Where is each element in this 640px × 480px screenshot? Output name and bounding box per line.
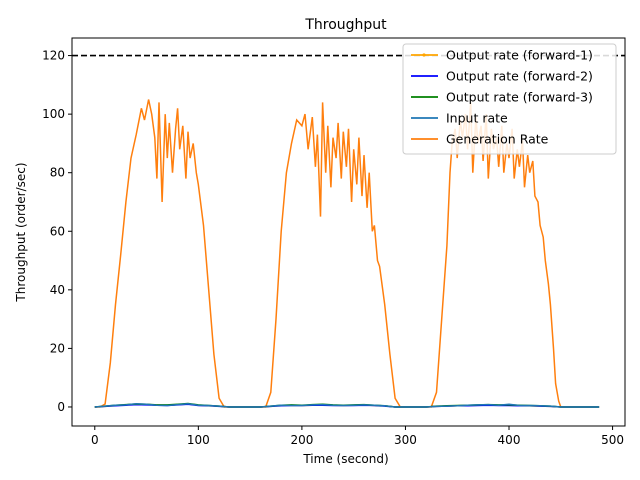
chart-title: Throughput (304, 17, 387, 33)
x-tick-label: 500 (601, 433, 624, 447)
x-tick-label: 200 (290, 433, 313, 447)
y-tick-label: 120 (42, 49, 65, 63)
axes-frame (71, 37, 626, 427)
y-tick-label: 100 (42, 107, 65, 121)
legend-label: Output rate (forward-3) (446, 90, 593, 105)
x-axis-label: Time (second) (302, 452, 388, 466)
legend-label: Generation Rate (446, 132, 549, 147)
y-tick-label: 20 (50, 341, 65, 355)
x-tick-label: 300 (394, 433, 417, 447)
x-axis: 0 100 200 300 400 500 (91, 426, 624, 447)
y-axis: 0 20 40 60 80 100 120 (42, 49, 72, 414)
legend-label: Output rate (forward-1) (446, 48, 593, 63)
y-tick-label: 80 (50, 166, 65, 180)
x-tick-label: 0 (91, 433, 99, 447)
legend-label: Output rate (forward-2) (446, 69, 593, 84)
x-tick-label: 100 (187, 433, 210, 447)
y-tick-label: 0 (57, 400, 65, 414)
series-line-input-rate (94, 402, 600, 408)
legend-box (402, 43, 617, 155)
y-tick-label: 60 (50, 224, 65, 238)
legend: Output rate (forward-1) Output rate (forw… (402, 43, 617, 155)
legend-label: Input rate (446, 111, 508, 126)
x-tick-label: 400 (498, 433, 521, 447)
y-axis-label: Throughput (order/sec) (14, 162, 28, 302)
legend-marker (422, 53, 426, 57)
y-tick-label: 40 (50, 283, 65, 297)
